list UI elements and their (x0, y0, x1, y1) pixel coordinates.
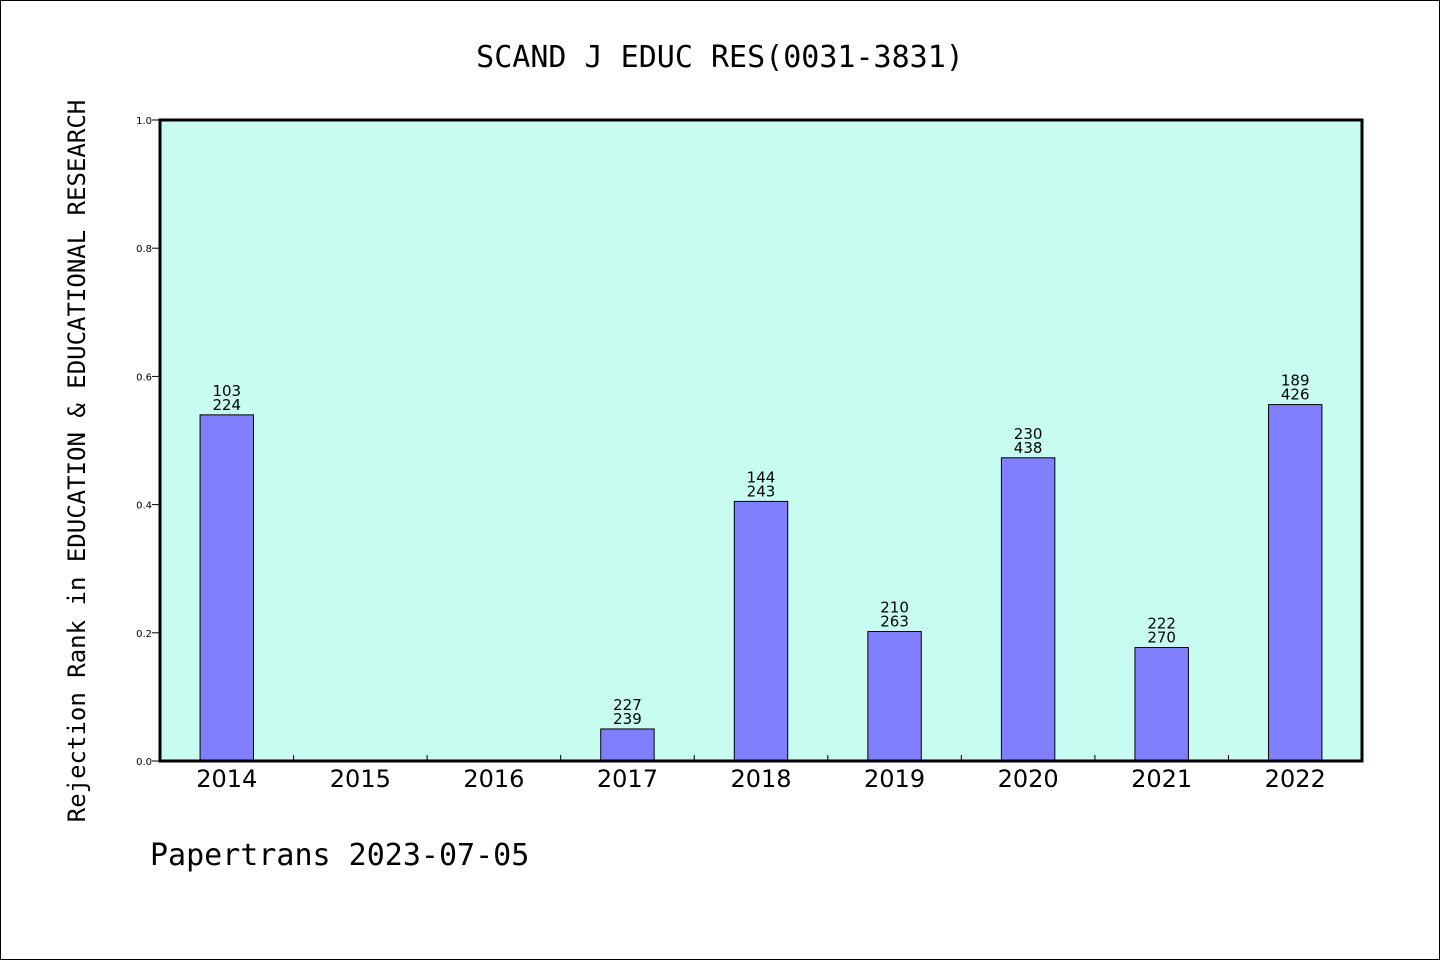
footer-credit: Papertrans 2023-07-05 (150, 838, 529, 873)
bar-label-top: 227 (613, 696, 642, 714)
bars (199, 404, 1323, 762)
y-axis-label: Rejection Rank in EDUCATION & EDUCATIONA… (63, 100, 91, 822)
y-tick-label: 0.6 (136, 372, 152, 383)
bar-2019 (867, 631, 922, 762)
y-tick-label: 1.0 (136, 116, 152, 127)
bar-label-bottom: 239 (613, 710, 642, 728)
bar-2014 (199, 414, 254, 762)
x-tick-label: 2020 (998, 765, 1059, 793)
bar-2018 (733, 500, 789, 762)
bar-label-bottom: 438 (1014, 439, 1043, 457)
y-tick-label: 0.2 (136, 629, 152, 640)
bar-2021 (1134, 647, 1189, 762)
bar-label-top: 103 (212, 382, 241, 400)
x-tick-label: 2014 (196, 765, 257, 793)
bar-label-top: 222 (1147, 615, 1176, 633)
x-tick-label: 2022 (1265, 765, 1326, 793)
plot-border (158, 118, 1364, 763)
x-tick-label: 2017 (597, 765, 658, 793)
x-tick-label: 2015 (330, 765, 391, 793)
x-tick-label: 2018 (730, 765, 791, 793)
bar-label-top: 230 (1014, 425, 1043, 443)
bar-label-top: 210 (880, 599, 909, 617)
bar-2022 (1268, 404, 1323, 762)
y-tick-label: 0.0 (136, 757, 152, 768)
y-tick-label: 0.8 (136, 244, 152, 255)
x-tick-label: 2019 (864, 765, 925, 793)
chart-title: SCAND J EDUC RES(0031-3831) (476, 40, 964, 75)
bar-label-bottom: 263 (880, 613, 909, 631)
x-tick-label: 2021 (1131, 765, 1192, 793)
bar-label-bottom: 426 (1281, 386, 1310, 404)
x-axis-ticks: 2014 2015 2016 2017 2018 2019 2020 2021 2022 (196, 755, 1326, 793)
x-tick-label: 2016 (463, 765, 524, 793)
bar-2020 (1000, 457, 1056, 762)
bar-label-bottom: 243 (747, 482, 776, 500)
bar-2017 (600, 728, 655, 762)
bar-label-top: 144 (747, 468, 776, 486)
bar-label-bottom: 224 (212, 396, 241, 414)
y-axis-ticks: 0.0 0.2 0.4 0.6 0.8 1.0 (136, 116, 160, 768)
y-tick-label: 0.4 (136, 501, 152, 512)
bar-label-bottom: 270 (1147, 629, 1176, 647)
bar-label-top: 189 (1281, 372, 1310, 390)
